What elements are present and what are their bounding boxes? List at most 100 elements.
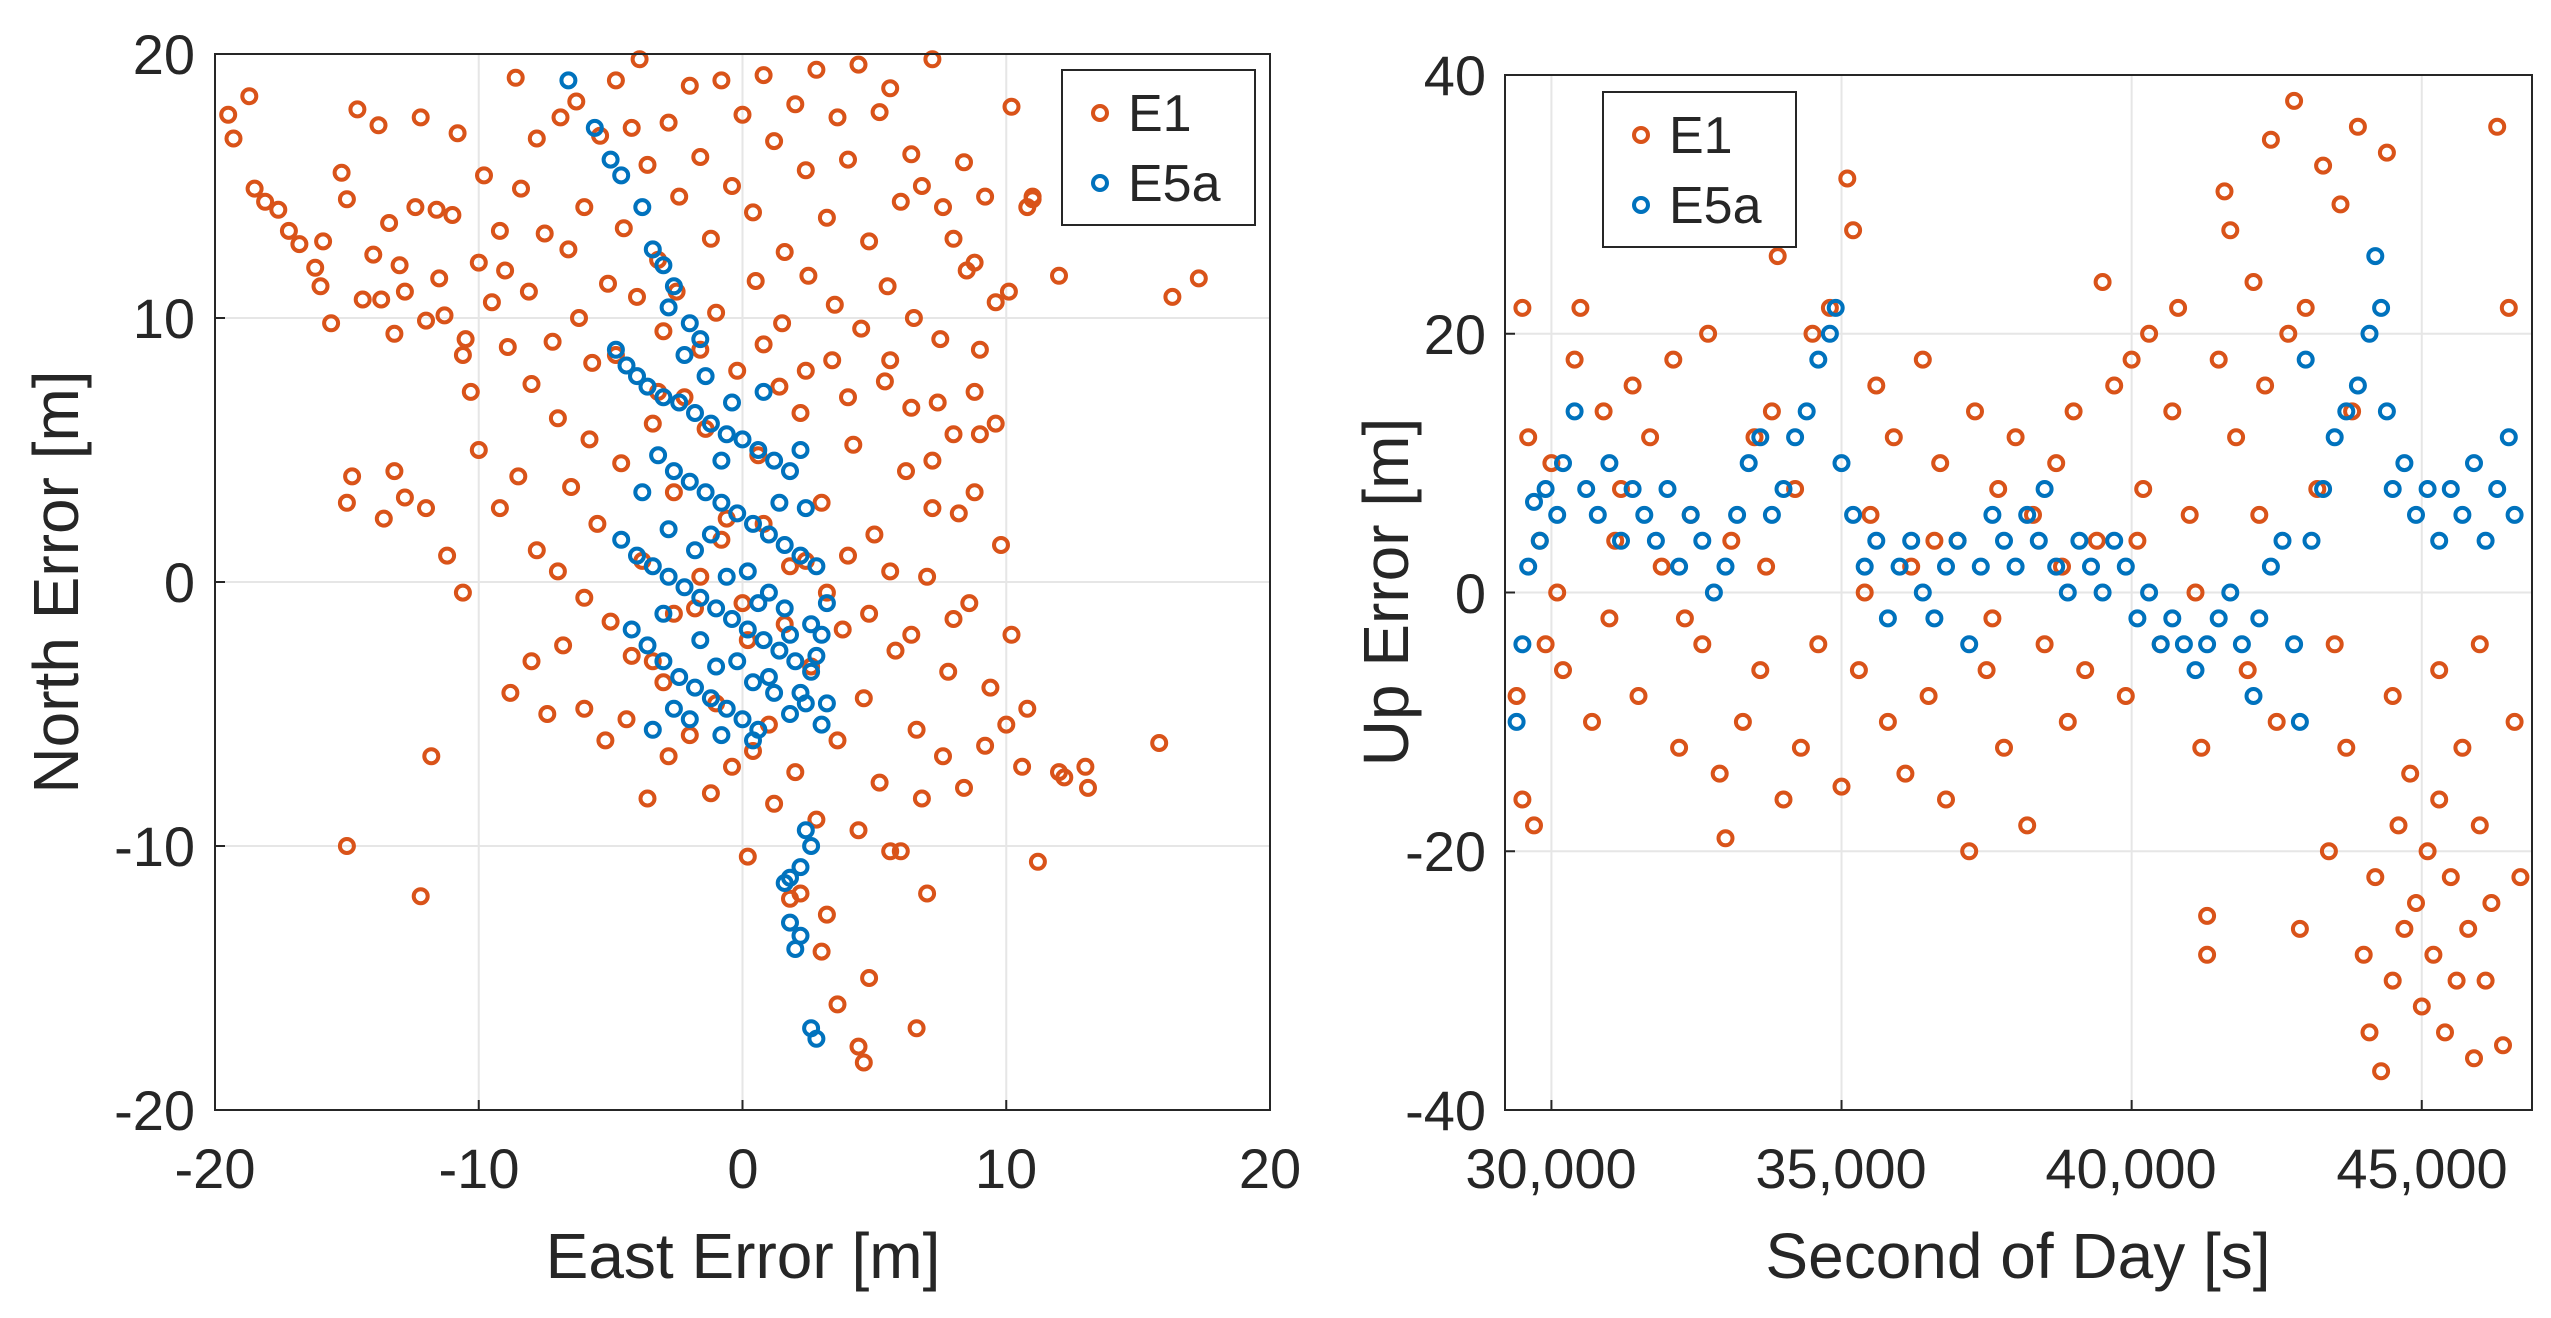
point-right-e5a-68 xyxy=(2244,687,2263,705)
point-right-e5a-45 xyxy=(1983,505,2002,524)
point-right-e1-103 xyxy=(2372,1062,2391,1081)
point-left-e1-218 xyxy=(817,905,836,924)
point-left-e5a-13 xyxy=(628,367,646,386)
point-left-e5a-92 xyxy=(817,694,836,713)
point-left-e1-24 xyxy=(427,200,446,219)
point-left-e5a-5 xyxy=(643,240,662,259)
point-right-e5a-74 xyxy=(2296,350,2315,369)
point-left-e5a-10 xyxy=(691,330,710,349)
point-left-e1-143 xyxy=(844,435,863,454)
point-left-e1-142 xyxy=(833,620,852,639)
point-right-e1-27 xyxy=(1733,712,1752,731)
point-right-e1-65 xyxy=(2076,661,2095,680)
point-right-e5a-14 xyxy=(1635,505,1654,524)
point-left-e5a-49 xyxy=(812,625,831,644)
point-right-e1-3 xyxy=(1519,428,1538,447)
point-left-e1-6 xyxy=(279,221,298,240)
point-right-e5a-83 xyxy=(2377,402,2396,421)
point-left-e1-112 xyxy=(469,441,488,459)
point-right-e1-140 xyxy=(2383,687,2402,705)
x-axis-title-left: East Error [m] xyxy=(546,1220,941,1292)
point-left-e1-67 xyxy=(796,161,815,180)
point-right-e1-20 xyxy=(1670,738,1689,757)
point-left-e5a-48 xyxy=(802,662,821,681)
point-right-e1-76 xyxy=(2180,505,2199,524)
point-left-e1-77 xyxy=(902,145,921,164)
point-right-e1-53 xyxy=(1960,842,1979,861)
point-right-e5a-61 xyxy=(2163,609,2182,628)
x-tick-label-right-30000: 30,000 xyxy=(1465,1137,1636,1200)
point-left-e5a-35 xyxy=(807,557,826,576)
point-left-e1-115 xyxy=(527,541,546,560)
point-right-e1-87 xyxy=(2261,130,2280,149)
point-left-e1-241 xyxy=(839,388,857,407)
point-right-e5a-76 xyxy=(2314,480,2333,498)
point-left-e1-234 xyxy=(944,610,963,628)
point-left-e5a-97 xyxy=(802,837,821,855)
point-right-e1-111 xyxy=(2418,842,2437,861)
point-right-e5a-93 xyxy=(2488,480,2507,498)
point-left-e5a-94 xyxy=(712,726,731,745)
point-right-e1-107 xyxy=(2395,919,2414,938)
point-left-e1-235 xyxy=(965,483,984,502)
point-left-e1-5 xyxy=(269,200,288,219)
point-right-e5a-33 xyxy=(1844,505,1863,524)
point-right-e1-11 xyxy=(1583,712,1601,731)
points-right xyxy=(1507,91,2530,1081)
point-right-e1-94 xyxy=(2314,156,2333,175)
point-left-e1-1 xyxy=(224,129,243,148)
point-left-e1-136 xyxy=(770,377,789,396)
point-right-e1-4 xyxy=(1525,816,1543,835)
point-left-e1-120 xyxy=(601,612,620,631)
point-right-e1-116 xyxy=(2447,971,2466,990)
y-axis-title-left: North Error [m] xyxy=(20,370,92,793)
series-left-e1 xyxy=(219,50,1208,1072)
point-left-e1-114 xyxy=(509,467,528,486)
point-right-e1-25 xyxy=(1716,829,1735,848)
y-tick-label-left-0: 0 xyxy=(164,551,195,614)
x-tick-label-left-4: 20 xyxy=(1239,1137,1301,1200)
point-left-e1-118 xyxy=(575,588,594,607)
point-left-e1-232 xyxy=(902,625,921,644)
point-left-e5a-69 xyxy=(817,594,836,613)
point-right-e1-92 xyxy=(2296,298,2315,317)
point-right-e1-137 xyxy=(2186,583,2205,602)
point-right-e5a-16 xyxy=(1658,480,1677,498)
point-left-e5a-63 xyxy=(643,720,662,739)
point-right-e1-66 xyxy=(2087,531,2106,550)
point-right-e1-0 xyxy=(1507,687,1526,705)
point-right-e5a-54 xyxy=(2082,557,2100,576)
point-left-e1-50 xyxy=(622,118,641,137)
point-left-e1-188 xyxy=(912,789,931,808)
point-left-e5a-2 xyxy=(601,150,620,169)
point-left-e1-242 xyxy=(881,351,900,370)
point-left-e5a-11 xyxy=(606,340,625,359)
point-right-e5a-2 xyxy=(1519,557,1538,576)
point-left-e1-210 xyxy=(812,942,831,961)
point-right-e1-79 xyxy=(2198,945,2217,964)
point-right-e1-68 xyxy=(2105,376,2124,395)
point-right-e1-47 xyxy=(1902,557,1921,576)
point-right-e5a-43 xyxy=(1960,635,1979,654)
point-left-e5a-103 xyxy=(786,940,805,958)
legend-label-left-e5a: E5a xyxy=(1128,155,1221,213)
point-left-e1-57 xyxy=(691,148,710,166)
point-left-e1-207 xyxy=(1023,190,1042,209)
point-left-e5a-24 xyxy=(791,441,810,459)
point-right-e5a-66 xyxy=(2221,583,2240,602)
point-left-e5a-75 xyxy=(696,367,715,386)
point-left-e1-181 xyxy=(765,794,784,813)
point-left-e1-206 xyxy=(999,282,1018,301)
point-left-e5a-60 xyxy=(781,705,799,723)
point-right-e1-49 xyxy=(1919,687,1938,705)
point-left-e1-154 xyxy=(960,594,979,613)
point-right-e5a-42 xyxy=(1948,531,1967,550)
point-left-e1-222 xyxy=(691,567,710,586)
point-left-e1-56 xyxy=(680,76,699,95)
point-left-e5a-67 xyxy=(775,599,794,618)
point-right-e1-84 xyxy=(2238,661,2257,680)
point-right-e1-117 xyxy=(2453,738,2472,757)
point-left-e1-11 xyxy=(332,163,351,182)
point-right-e1-8 xyxy=(1554,661,1572,680)
point-left-e1-138 xyxy=(791,404,810,422)
